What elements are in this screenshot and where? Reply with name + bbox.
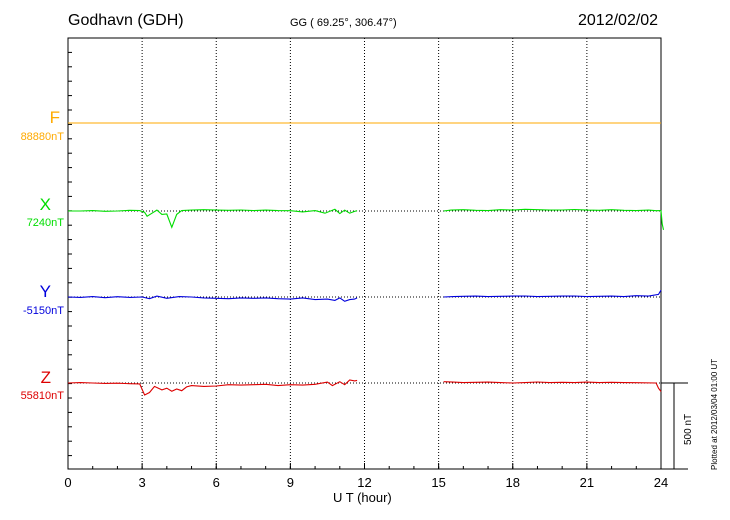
- x-tick-label: 9: [287, 475, 294, 490]
- series-line-z-7: [443, 381, 662, 392]
- baseline-label-f: 88880nT: [20, 131, 64, 143]
- x-tick-label: 12: [357, 475, 371, 490]
- x-tick-label: 21: [580, 475, 594, 490]
- series-line-y-5: [443, 289, 662, 298]
- baseline-label-y: -5150nT: [23, 305, 64, 317]
- scale-bar-label: 500 nT: [683, 413, 694, 445]
- x-tick-label: 15: [431, 475, 445, 490]
- series-line-y-4: [67, 295, 358, 302]
- station-title: Godhavn (GDH): [68, 12, 184, 29]
- series-line-z-6: [67, 379, 358, 396]
- component-label-y: Y: [39, 282, 51, 301]
- plotted-timestamp: Plotted at 2012/03/04 01:00 UT: [710, 358, 719, 470]
- x-tick-label: 0: [64, 475, 71, 490]
- chart-date: 2012/02/02: [578, 12, 659, 29]
- series-line-x-1: [68, 208, 358, 229]
- component-label-z: Z: [40, 368, 51, 387]
- x-axis-label: U T (hour): [333, 490, 392, 505]
- x-tick-label: 3: [139, 475, 146, 490]
- x-tick-label: 6: [213, 475, 220, 490]
- series-line-x-2: [443, 208, 662, 212]
- x-tick-label: 24: [654, 475, 668, 490]
- station-coordinates: GG ( 69.25°, 306.47°): [290, 17, 397, 29]
- component-label-x: X: [39, 195, 51, 214]
- x-tick-label: 18: [506, 475, 520, 490]
- baseline-label-x: 7240nT: [26, 217, 64, 229]
- component-label-f: F: [49, 108, 60, 127]
- baseline-label-z: 55810nT: [20, 390, 64, 402]
- series-line-x-3: [660, 210, 665, 231]
